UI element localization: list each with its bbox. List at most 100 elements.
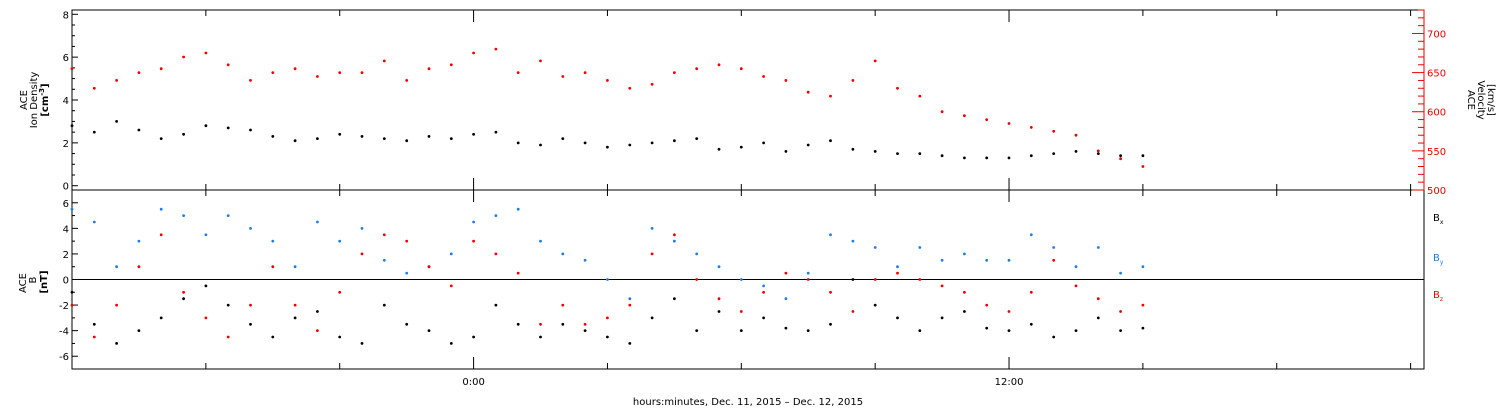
point-By [606, 278, 609, 281]
bottom-left-tick-label: -2 [59, 301, 69, 312]
point-Bx [494, 303, 498, 307]
point-Bz [204, 316, 208, 320]
point-By [851, 239, 855, 243]
point-By [918, 246, 922, 249]
point-density [806, 143, 810, 147]
point-By [762, 284, 765, 288]
point-Bz [673, 233, 676, 237]
point-density [1096, 152, 1100, 156]
point-By [115, 265, 118, 269]
point-density [137, 128, 141, 132]
point-By [204, 233, 208, 237]
point-Bz [1052, 258, 1056, 262]
point-velocity [806, 90, 810, 94]
point-Bz [115, 303, 118, 307]
point-Bz [1007, 310, 1011, 313]
point-Bx [159, 316, 163, 320]
point-density [249, 128, 252, 132]
point-Bx [360, 342, 364, 345]
point-Bx [338, 335, 342, 339]
point-By [382, 258, 386, 262]
point-Bz [739, 310, 743, 313]
point-Bx [628, 342, 632, 345]
point-By [1141, 265, 1145, 269]
point-density [115, 120, 118, 123]
point-density [1119, 154, 1122, 158]
top-right-tick-label: 700 [1427, 29, 1446, 40]
point-density [628, 143, 632, 147]
point-Bx [851, 278, 855, 281]
point-density [316, 137, 319, 141]
series-velocity [70, 47, 1145, 168]
point-density [182, 132, 186, 136]
point-By [583, 258, 587, 262]
series-Bx [70, 278, 1145, 345]
point-density [494, 130, 498, 134]
point-velocity [873, 59, 877, 63]
point-Bx [472, 335, 475, 339]
point-velocity [1141, 165, 1145, 168]
point-Bz [405, 239, 409, 243]
point-density [293, 139, 297, 143]
legend-bz-name: B [1433, 290, 1440, 301]
point-By [316, 220, 319, 224]
point-velocity [427, 67, 431, 71]
point-Bx [762, 316, 765, 320]
point-Bz [650, 252, 654, 256]
legend-by-name: B [1433, 253, 1440, 264]
point-density [717, 147, 721, 151]
point-Bz [137, 265, 141, 269]
point-Bz [1029, 290, 1033, 294]
point-Bx [1029, 322, 1033, 326]
point-velocity [316, 75, 319, 78]
point-Bx [516, 322, 520, 326]
point-Bx [1007, 329, 1011, 332]
point-Bz [873, 278, 877, 281]
point-density [873, 150, 877, 153]
point-By [249, 227, 252, 230]
point-velocity [159, 67, 163, 71]
point-density [851, 147, 855, 151]
point-density [1007, 156, 1011, 160]
point-density [762, 141, 765, 145]
point-density [70, 124, 74, 128]
point-Bx [739, 329, 743, 332]
point-By [695, 252, 699, 256]
point-By [739, 278, 743, 281]
point-density [472, 132, 475, 136]
point-By [985, 258, 989, 262]
point-By [338, 239, 342, 243]
point-Bx [405, 322, 409, 326]
point-Bz [806, 278, 810, 281]
top-right-tick-label: 650 [1427, 69, 1446, 80]
top-ylabel-unit-exp: -3 [38, 88, 46, 96]
top-right-label-line2: Velocity [1475, 80, 1486, 119]
point-Bx [784, 326, 788, 330]
point-velocity [92, 86, 96, 90]
point-By [1052, 246, 1056, 249]
point-Bx [583, 329, 587, 332]
point-density [561, 137, 565, 141]
point-density [673, 139, 676, 143]
point-Bx [137, 329, 141, 332]
top-right-label-line1: ACE [1465, 90, 1476, 110]
point-Bz [963, 290, 966, 294]
point-By [896, 265, 899, 269]
point-velocity [1074, 133, 1078, 137]
bottom-left-tick-label: 2 [63, 250, 69, 261]
point-density [606, 145, 609, 149]
top-right-tick-label: 500 [1427, 186, 1446, 197]
point-Bz [92, 335, 96, 339]
point-velocity [940, 110, 944, 114]
point-Bx [829, 322, 832, 326]
point-velocity [226, 63, 230, 67]
point-velocity [1119, 157, 1122, 161]
x-tick-label: 12:00 [995, 377, 1024, 388]
point-By [1096, 246, 1100, 249]
bottom-ylabel-line1: ACE [18, 273, 29, 293]
point-velocity [829, 94, 832, 98]
point-velocity [896, 86, 899, 90]
point-velocity [115, 79, 118, 82]
point-Bz [293, 303, 297, 307]
